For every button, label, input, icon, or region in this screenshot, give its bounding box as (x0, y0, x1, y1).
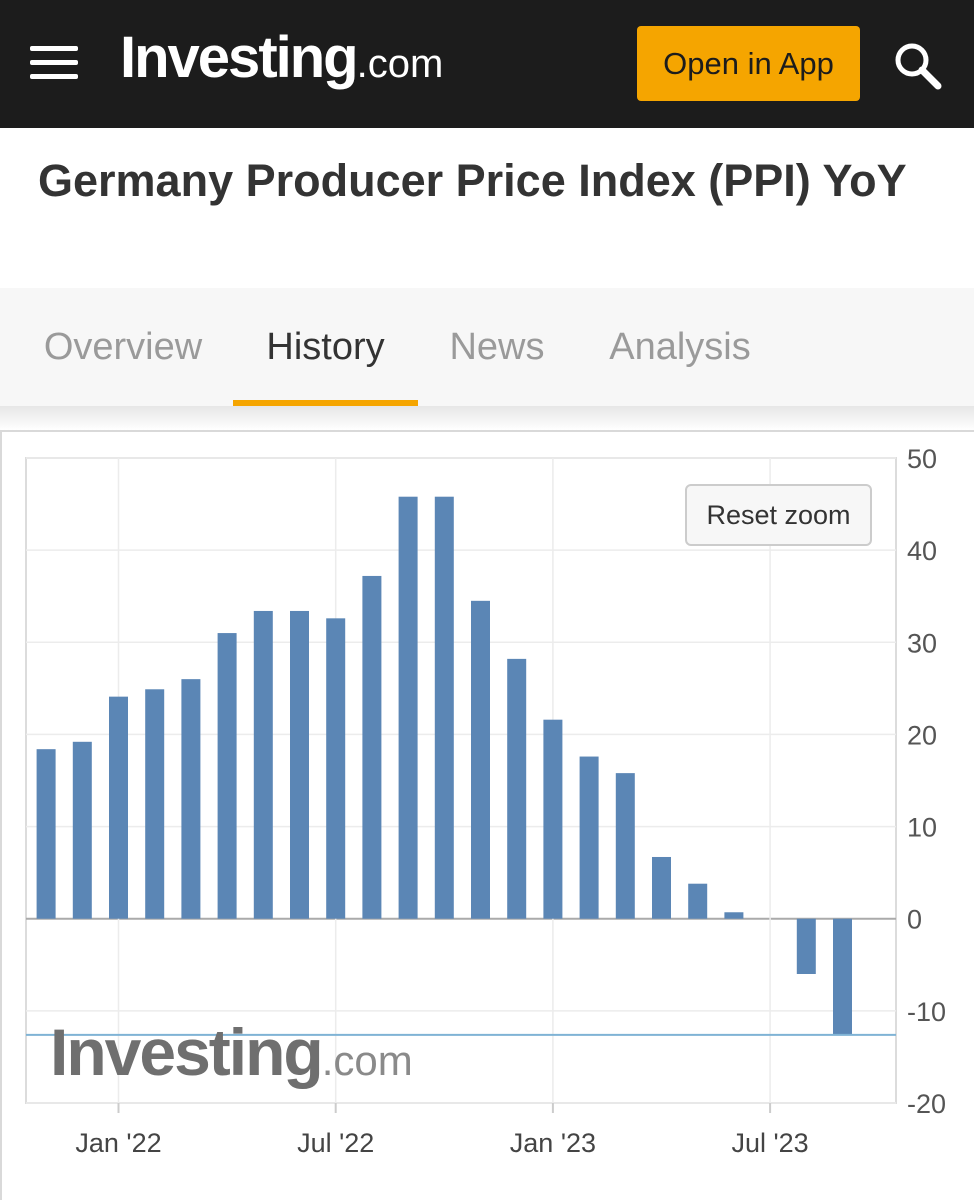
bar-jan-23[interactable] (543, 719, 563, 919)
bar-feb-23[interactable] (579, 756, 599, 919)
logo-tld: .com (356, 42, 444, 86)
y-tick-label: 0 (907, 905, 922, 935)
bar-feb-22[interactable] (145, 689, 165, 919)
tab-overview[interactable]: Overview (43, 325, 203, 368)
y-tick-label: -10 (907, 997, 946, 1027)
tab-bar: Overview History News Analysis (0, 288, 974, 406)
bar-apr-22[interactable] (217, 633, 237, 919)
tab-news[interactable]: News (449, 325, 545, 368)
bar-aug-22[interactable] (362, 575, 382, 919)
y-tick-label: 20 (907, 720, 937, 750)
bar-apr-23[interactable] (652, 856, 671, 919)
y-tick-label: -20 (907, 1089, 946, 1119)
y-tick-label: 10 (907, 813, 937, 843)
investing-watermark: Investing.com (50, 1014, 413, 1090)
x-tick-label: Jan '23 (510, 1128, 596, 1158)
bar-mar-22[interactable] (181, 679, 201, 919)
y-tick-label: 50 (907, 444, 937, 474)
y-tick-label: 40 (907, 536, 937, 566)
search-icon[interactable] (890, 38, 946, 94)
bar-jul-22[interactable] (326, 618, 346, 919)
bar-dec-21[interactable] (72, 741, 92, 919)
bar-dec-22[interactable] (507, 658, 527, 919)
bar-aug-23[interactable] (796, 918, 816, 974)
watermark-word: Investing (50, 1015, 324, 1089)
x-tick-label: Jan '22 (75, 1128, 161, 1158)
x-tick-label: Jul '22 (297, 1128, 374, 1158)
bar-may-23[interactable] (688, 883, 708, 919)
tab-history[interactable]: History (233, 288, 418, 406)
top-header: Investing.com Open in App (0, 0, 974, 128)
reset-zoom-button[interactable]: Reset zoom (685, 484, 872, 546)
tab-divider (0, 406, 974, 430)
bar-jun-22[interactable] (290, 610, 309, 919)
bar-nov-22[interactable] (471, 600, 490, 919)
bar-mar-23[interactable] (615, 773, 635, 919)
logo-word: Investing (120, 25, 359, 90)
tab-analysis[interactable]: Analysis (609, 325, 751, 368)
y-tick-label: 30 (907, 628, 937, 658)
investing-logo[interactable]: Investing.com (120, 24, 443, 104)
x-tick-label: Jul '23 (731, 1128, 808, 1158)
bar-jun-23[interactable] (724, 912, 744, 919)
bar-sep-22[interactable] (398, 496, 418, 919)
bar-sep-23[interactable] (833, 918, 852, 1035)
chart-panel (0, 430, 974, 1200)
open-in-app-button[interactable]: Open in App (637, 26, 860, 101)
watermark-tld: .com (321, 1037, 413, 1084)
hamburger-menu-icon[interactable] (30, 46, 78, 80)
bar-oct-22[interactable] (434, 496, 454, 919)
bar-may-22[interactable] (253, 610, 273, 919)
bar-jan-22[interactable] (109, 696, 128, 919)
page-title: Germany Producer Price Index (PPI) YoY (38, 155, 907, 206)
bar-nov-21[interactable] (36, 749, 56, 919)
